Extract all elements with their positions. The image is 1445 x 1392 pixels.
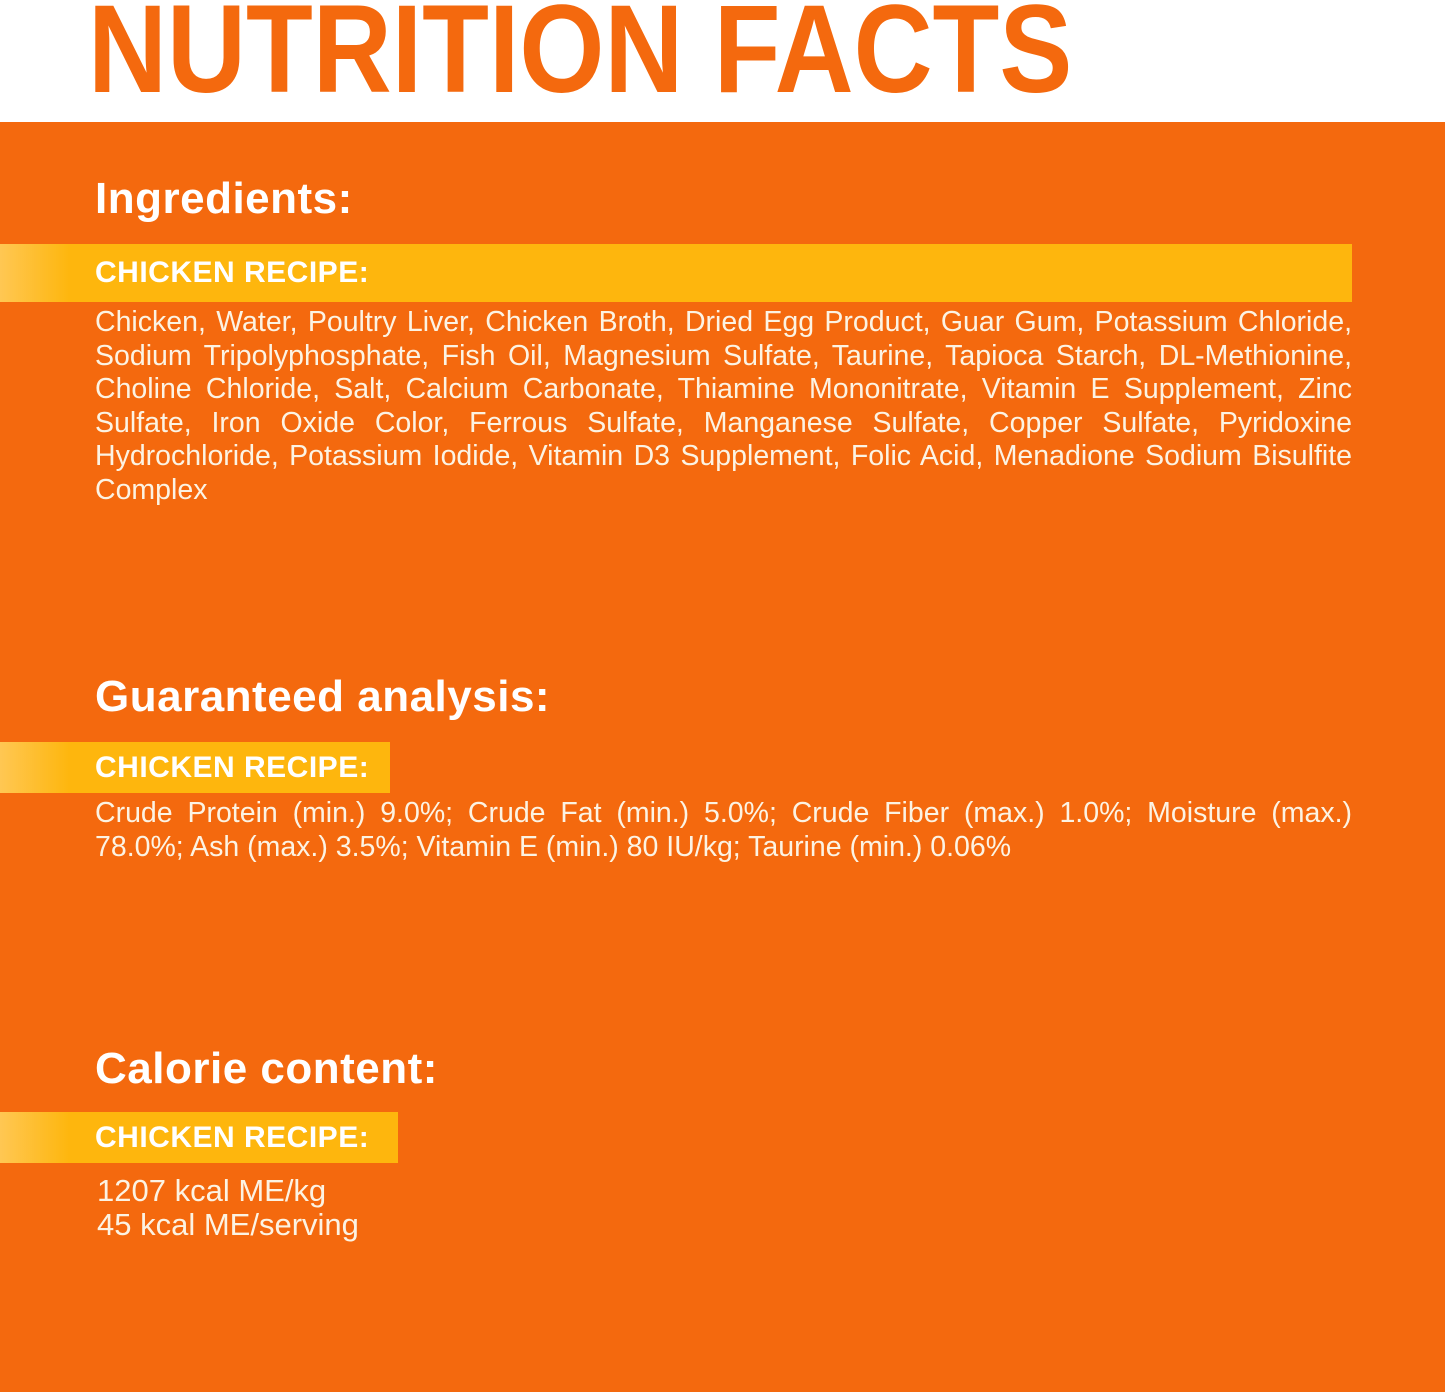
calorie-values: 1207 kcal ME/kg 45 kcal ME/serving [97, 1174, 359, 1242]
recipe-band-label: CHICKEN RECIPE: [95, 1120, 370, 1154]
recipe-band-guaranteed-analysis: CHICKEN RECIPE: [0, 742, 390, 793]
guaranteed-analysis-text: Crude Protein (min.) 9.0%; Crude Fat (mi… [95, 797, 1352, 863]
recipe-band-calorie-content: CHICKEN RECIPE: [0, 1112, 398, 1163]
ingredients-text: Chicken, Water, Poultry Liver, Chicken B… [95, 306, 1352, 506]
section-heading-ingredients: Ingredients: [95, 174, 353, 223]
label-header: NUTRITION FACTS [0, 0, 1445, 122]
recipe-band-ingredients: CHICKEN RECIPE: [0, 244, 1352, 302]
calorie-kcal-per-serving: 45 kcal ME/serving [97, 1207, 359, 1242]
page-title: NUTRITION FACTS [88, 0, 1073, 119]
recipe-band-label: CHICKEN RECIPE: [95, 256, 370, 289]
section-heading-calorie-content: Calorie content: [95, 1044, 438, 1093]
calorie-kcal-per-kg: 1207 kcal ME/kg [97, 1173, 327, 1208]
recipe-band-label: CHICKEN RECIPE: [95, 750, 370, 784]
section-heading-guaranteed-analysis: Guaranteed analysis: [95, 672, 551, 721]
